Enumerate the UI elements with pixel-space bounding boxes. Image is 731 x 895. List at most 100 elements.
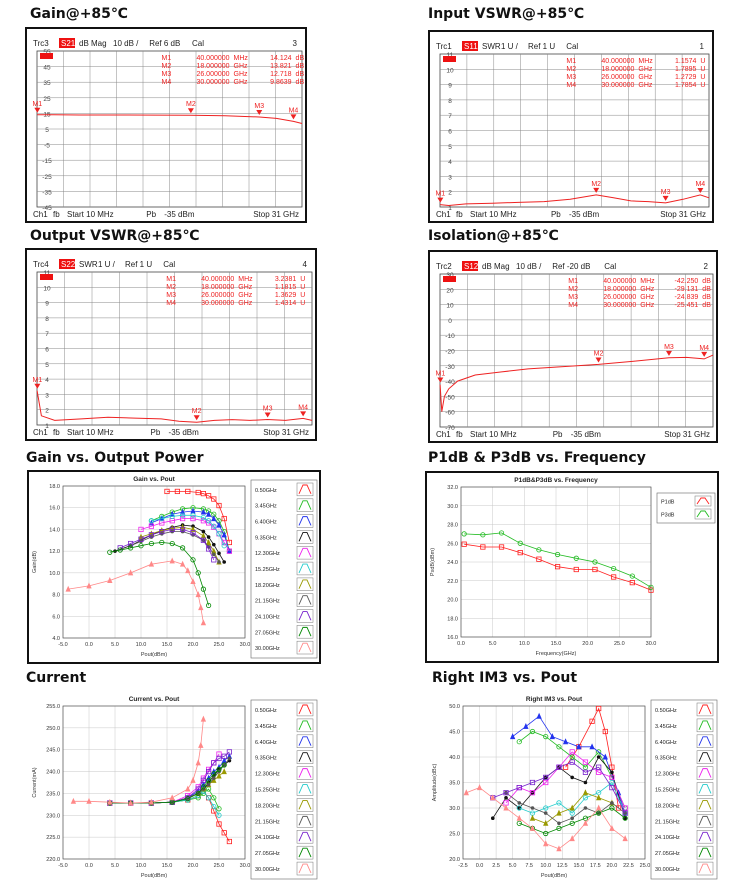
legend-label: 6.40GHz [655,740,677,746]
data-point [569,835,575,842]
marker-name: M3 [568,294,578,301]
marker-freq: 18.000000 [201,284,234,291]
marker-value: 13.821 [270,63,292,70]
y-tick-label: 8 [448,98,452,105]
data-point [221,830,227,836]
data-point [216,531,222,537]
data-point [206,518,212,524]
y-tick-label: 245.0 [46,748,60,754]
data-point [498,544,505,550]
data-point [206,782,211,787]
y-tick-label: 22.0 [447,579,458,585]
y-tick-label: 6 [45,347,49,354]
data-point [569,754,575,760]
legend-swatch [696,734,714,748]
marker-name: M1 [566,58,576,65]
series-line [464,543,652,591]
y-tick-label: 4 [45,377,49,384]
marker-unit: GHz [234,71,249,78]
data-point [211,515,217,522]
data-point [516,820,522,826]
data-point [200,715,207,722]
marker-freq: 40.000000 [601,58,634,65]
data-point [570,775,574,780]
data-point [200,508,207,515]
legend-line [698,736,712,746]
legend-line [298,532,312,542]
data-point [211,557,217,563]
y-tick-label: 3 [448,174,452,181]
format-label: dB Mag [79,39,107,48]
series-line [505,751,626,809]
data-point [504,796,508,800]
data-point [517,550,523,556]
y-tick-label: 12.0 [49,549,60,555]
data-point [190,776,196,783]
chart-title: Gain vs. Pout [133,476,175,483]
marker-freq: 26.000000 [603,294,636,301]
vna-input-vswr-panel: Trc1 S11 SWR 1 U / Ref 1 U Cal 11110987654321M… [428,30,714,223]
data-point [490,794,496,801]
data-point [503,804,509,811]
data-point [159,529,165,535]
data-point [582,759,589,765]
y-tick-label: 240.0 [46,770,60,776]
data-point [169,794,175,801]
footer-fb: fb [456,430,463,439]
legend-swatch [696,798,714,812]
data-point [212,776,216,780]
data-point [549,733,556,740]
output-vswr-section-title: Output VSWR@+85℃ [30,228,200,244]
data-point [596,749,602,755]
scale-label: 1 U / [501,42,519,51]
data-point [138,526,144,533]
data-point [159,539,165,546]
data-point [217,560,221,564]
data-point [127,799,134,806]
data-point [536,547,542,553]
footer-stop: Stop 31 GHz [660,210,706,219]
y-tick-label: 40.0 [449,755,460,761]
data-point [609,805,615,811]
y-tick-label: 20.0 [449,857,460,863]
legend-line [698,752,712,762]
y-tick-label: 4.0 [52,636,60,642]
data-point [582,789,589,796]
data-point [206,602,212,609]
p1db-section-title: P1dB & P3dB vs. Frequency [428,450,646,466]
data-point [227,756,232,761]
data-point [602,753,608,760]
marker-value: -24.839 [675,294,699,301]
legend-line [298,516,312,526]
vna-gain-panel: Trc3 S21 dB Mag 10 dB / Ref 6 dB Cal 3 55 45 35 25… [25,27,307,223]
x-tick-label: 25.0 [214,642,225,648]
trace-line [439,354,714,412]
x-tick-label: 25.0 [214,863,225,869]
legend-label: 21.15GHz [255,819,280,825]
data-point [148,518,155,524]
channel-number: 3 [293,39,298,48]
data-point [206,777,212,783]
y-tick-label: 5 [45,362,49,369]
marker-value-unit: U [300,284,305,291]
footer-power: -35 dBm [571,430,602,439]
legend-line [298,815,312,826]
y-tick-label: 25 [43,96,51,103]
data-point [629,573,635,579]
y-tick-label: 235.0 [46,791,60,797]
trace-label: Trc2 [436,262,452,271]
legend-line [298,626,312,637]
gain-section-title: Gain@+85℃ [30,6,128,22]
marker-label: M1 [32,101,42,108]
y-tick-label: 10 [43,285,51,292]
marker-name: M4 [568,302,578,309]
ref-label: Ref -20 dB [552,262,590,271]
legend-line [698,863,712,874]
y-tick-label: -25 [42,174,52,181]
y-tick-label: 8.0 [52,593,60,599]
legend-line [298,784,312,794]
data-point [211,523,217,529]
marker-triangle [697,187,704,193]
y-tick-label: 3 [45,392,49,399]
legend-swatch [296,640,314,655]
